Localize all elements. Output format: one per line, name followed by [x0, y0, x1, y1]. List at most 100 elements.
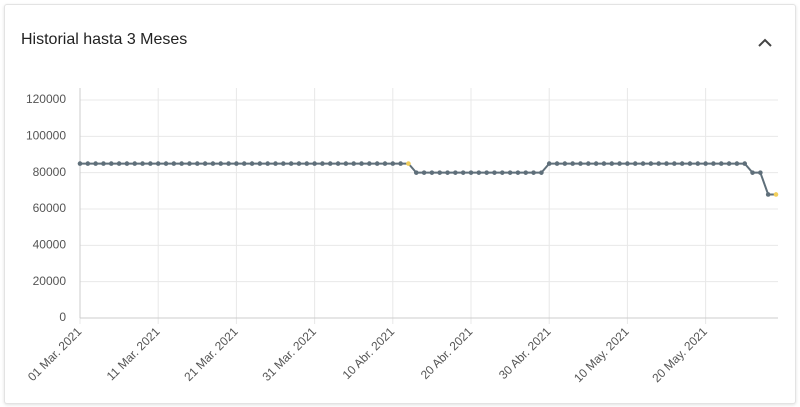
point [421, 170, 427, 175]
point [312, 161, 317, 166]
card-title: Historial hasta 3 Meses [21, 31, 188, 48]
point [640, 161, 646, 166]
point [195, 161, 200, 166]
point [429, 170, 435, 175]
point [390, 161, 396, 166]
point [562, 161, 568, 166]
point [578, 161, 583, 166]
point [281, 161, 286, 166]
point [664, 161, 669, 166]
point [343, 161, 349, 166]
point [468, 170, 474, 175]
point [367, 161, 372, 166]
y-tick-label: 20000 [33, 274, 67, 288]
point [546, 161, 552, 166]
point [218, 161, 224, 166]
point [249, 161, 255, 166]
point [257, 161, 263, 166]
point [265, 161, 270, 166]
collapse-button[interactable] [755, 33, 775, 53]
point [382, 161, 388, 166]
point [406, 161, 411, 166]
card: Historial hasta 3 Meses [4, 4, 796, 404]
point [773, 192, 779, 197]
point [515, 170, 521, 175]
point [726, 161, 732, 166]
x-tick-label: 11 Mar. 2021 [104, 324, 163, 383]
point [484, 170, 489, 175]
point [241, 161, 247, 166]
point [672, 161, 677, 166]
x-tick-label: 10 Abr. 2021 [340, 324, 398, 382]
point [570, 161, 575, 166]
point [304, 161, 310, 166]
point [335, 161, 341, 166]
point [351, 161, 357, 166]
point [179, 161, 184, 166]
point [132, 161, 138, 166]
y-tick-label: 40000 [33, 238, 67, 252]
x-tick-label: 30 Abr. 2021 [496, 324, 554, 382]
point [320, 161, 325, 166]
point [234, 161, 239, 166]
point [140, 161, 145, 166]
point [609, 161, 615, 166]
point [718, 161, 724, 166]
point [445, 170, 450, 175]
y-tick-label: 100000 [26, 129, 66, 143]
x-tick-label: 01 Mar. 2021 [25, 324, 85, 384]
point [656, 161, 661, 166]
point [374, 161, 380, 166]
point [171, 161, 177, 166]
point [187, 161, 192, 166]
y-tick-label: 0 [59, 310, 66, 324]
x-tick-label: 21 Mar. 2021 [181, 324, 241, 384]
x-tick-label: 20 Abr. 2021 [418, 324, 476, 382]
point [703, 161, 708, 166]
point [85, 161, 91, 166]
y-tick-label: 80000 [33, 165, 67, 179]
point [539, 170, 544, 175]
point [288, 161, 294, 166]
point [226, 161, 231, 166]
point [413, 170, 419, 175]
point [124, 161, 130, 166]
point [202, 161, 208, 166]
point [648, 161, 654, 166]
point [155, 161, 161, 166]
point [476, 170, 482, 175]
point [499, 170, 505, 175]
x-tick-label: 20 May. 2021 [649, 324, 710, 385]
point [758, 170, 763, 175]
point [695, 161, 701, 166]
y-tick-label: 60000 [33, 201, 67, 215]
point [273, 161, 278, 166]
point [148, 161, 153, 166]
point [359, 161, 364, 166]
point [554, 161, 560, 166]
point [625, 161, 630, 166]
point [507, 170, 513, 175]
point [296, 161, 302, 166]
y-tick-label: 120000 [26, 92, 66, 106]
point [679, 161, 685, 166]
point [453, 170, 458, 175]
line [80, 162, 776, 196]
point [93, 161, 98, 166]
point [765, 192, 771, 197]
point [210, 161, 216, 166]
point [593, 161, 599, 166]
point [687, 161, 693, 166]
point [632, 161, 638, 166]
x-tick-label: 31 Mar. 2021 [260, 324, 320, 384]
point [108, 161, 114, 166]
point [492, 170, 497, 175]
point [101, 161, 106, 166]
point [742, 161, 748, 166]
point [163, 161, 169, 166]
point [617, 161, 622, 166]
point [437, 170, 443, 175]
point [734, 161, 740, 166]
point [531, 170, 536, 175]
